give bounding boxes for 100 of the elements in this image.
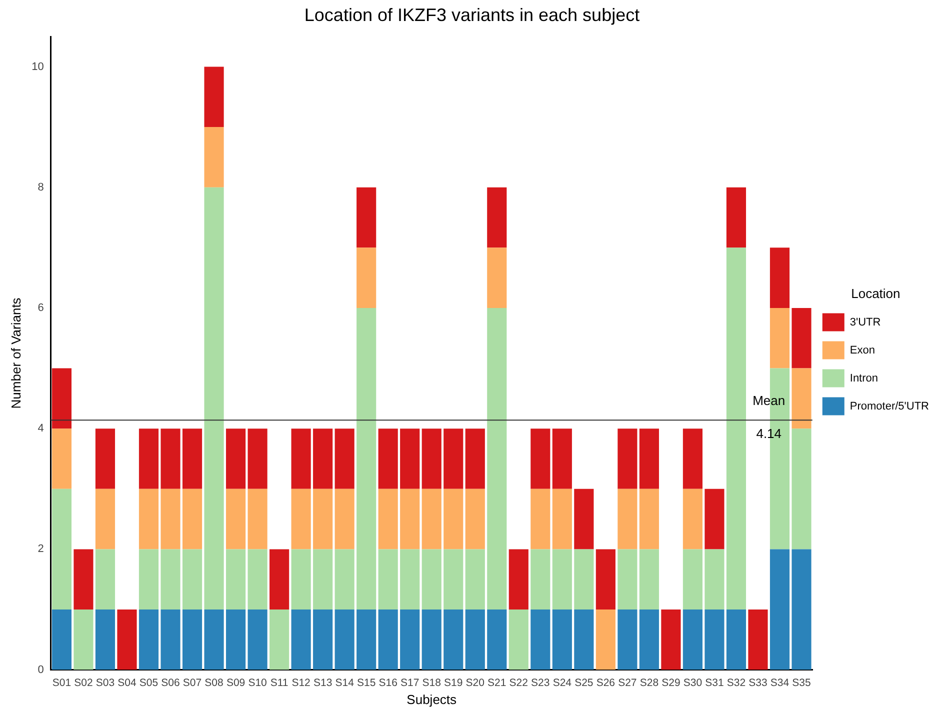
legend-title: Location xyxy=(851,286,900,301)
bar xyxy=(530,609,550,670)
bar xyxy=(378,488,398,550)
bar xyxy=(95,428,116,489)
x-tick-label: S13 xyxy=(313,676,332,689)
legend-label: Intron xyxy=(850,372,878,384)
bar xyxy=(596,609,616,670)
legend-label: 3'UTR xyxy=(850,316,881,328)
x-tick-label: S28 xyxy=(640,676,659,689)
bar xyxy=(95,549,116,610)
bar xyxy=(400,549,420,610)
bar xyxy=(52,609,72,670)
bar xyxy=(400,428,420,489)
bar xyxy=(204,609,224,670)
x-tick-label: S08 xyxy=(204,676,224,689)
bar xyxy=(356,248,376,308)
x-tick-label: S14 xyxy=(335,676,354,689)
bar xyxy=(313,609,333,670)
bar xyxy=(792,368,812,429)
bar xyxy=(639,428,659,489)
bar xyxy=(530,549,550,610)
bar xyxy=(726,609,746,670)
x-tick-label: S33 xyxy=(748,676,768,689)
bar xyxy=(444,609,464,670)
ref-line-label: Mean xyxy=(752,393,786,408)
x-tick-label: S26 xyxy=(596,676,616,689)
bar xyxy=(465,549,485,610)
bar xyxy=(487,609,507,670)
bar xyxy=(792,308,812,368)
bar xyxy=(334,549,354,610)
bar xyxy=(487,248,507,308)
bar xyxy=(334,428,354,489)
bar xyxy=(639,488,659,550)
bar xyxy=(117,609,137,670)
bar xyxy=(465,609,485,670)
x-tick-label: S34 xyxy=(770,676,790,689)
x-tick-label: S17 xyxy=(400,676,420,689)
bar xyxy=(682,428,703,489)
bar xyxy=(378,609,398,670)
legend-label: Promoter/5'UTR xyxy=(850,400,930,412)
bar xyxy=(291,428,311,489)
bar xyxy=(400,488,420,550)
bar xyxy=(792,428,812,550)
bar xyxy=(138,428,159,489)
bar xyxy=(618,428,638,489)
x-tick-label: S10 xyxy=(248,676,268,689)
bar xyxy=(726,187,746,248)
bar xyxy=(95,488,116,550)
bar xyxy=(248,609,268,670)
x-tick-label: S06 xyxy=(161,676,180,689)
x-tick-label: S27 xyxy=(618,676,637,689)
bar xyxy=(182,549,202,610)
bar xyxy=(160,428,180,489)
bar xyxy=(226,609,246,670)
bar xyxy=(291,549,311,610)
bar xyxy=(487,187,507,248)
bar xyxy=(226,488,246,550)
bar xyxy=(444,549,464,610)
bar xyxy=(270,549,290,610)
bar xyxy=(182,609,202,670)
x-tick-label: S24 xyxy=(552,676,572,689)
annotation: 4.14 xyxy=(756,426,782,442)
x-tick-label: S29 xyxy=(662,676,680,689)
bar xyxy=(226,549,246,610)
bar xyxy=(770,308,790,368)
bar xyxy=(160,488,180,550)
bar xyxy=(400,609,420,670)
bar xyxy=(682,488,703,550)
x-tick-label: S11 xyxy=(270,676,288,689)
x-tick-label: S21 xyxy=(488,676,506,689)
x-tick-label: S09 xyxy=(226,676,246,689)
x-tick-label: S19 xyxy=(444,676,463,689)
x-tick-label: S05 xyxy=(139,676,158,689)
bar xyxy=(682,609,703,670)
bar xyxy=(639,609,659,670)
x-tick-label: S04 xyxy=(118,676,136,689)
bar xyxy=(74,549,94,610)
bar xyxy=(378,549,398,610)
bar xyxy=(596,549,616,610)
bar xyxy=(465,488,485,550)
x-tick-label: S20 xyxy=(466,676,485,689)
bar xyxy=(356,609,376,670)
bar xyxy=(552,428,572,489)
bar xyxy=(574,549,594,610)
bar xyxy=(52,428,72,489)
bar xyxy=(52,488,72,610)
bar xyxy=(226,428,246,489)
bar xyxy=(704,609,724,670)
x-tick-label: S18 xyxy=(422,676,442,689)
bar xyxy=(618,609,638,670)
bar xyxy=(444,428,464,489)
bar xyxy=(270,609,290,670)
bar xyxy=(313,488,333,550)
x-tick-label: S30 xyxy=(683,676,702,689)
legend-label: Exon xyxy=(850,344,875,356)
bar xyxy=(422,488,442,550)
y-axis-title: Number of Variants xyxy=(8,297,24,409)
bar xyxy=(770,248,790,308)
y-tick-label: 0 xyxy=(38,664,44,676)
bar xyxy=(248,488,268,550)
